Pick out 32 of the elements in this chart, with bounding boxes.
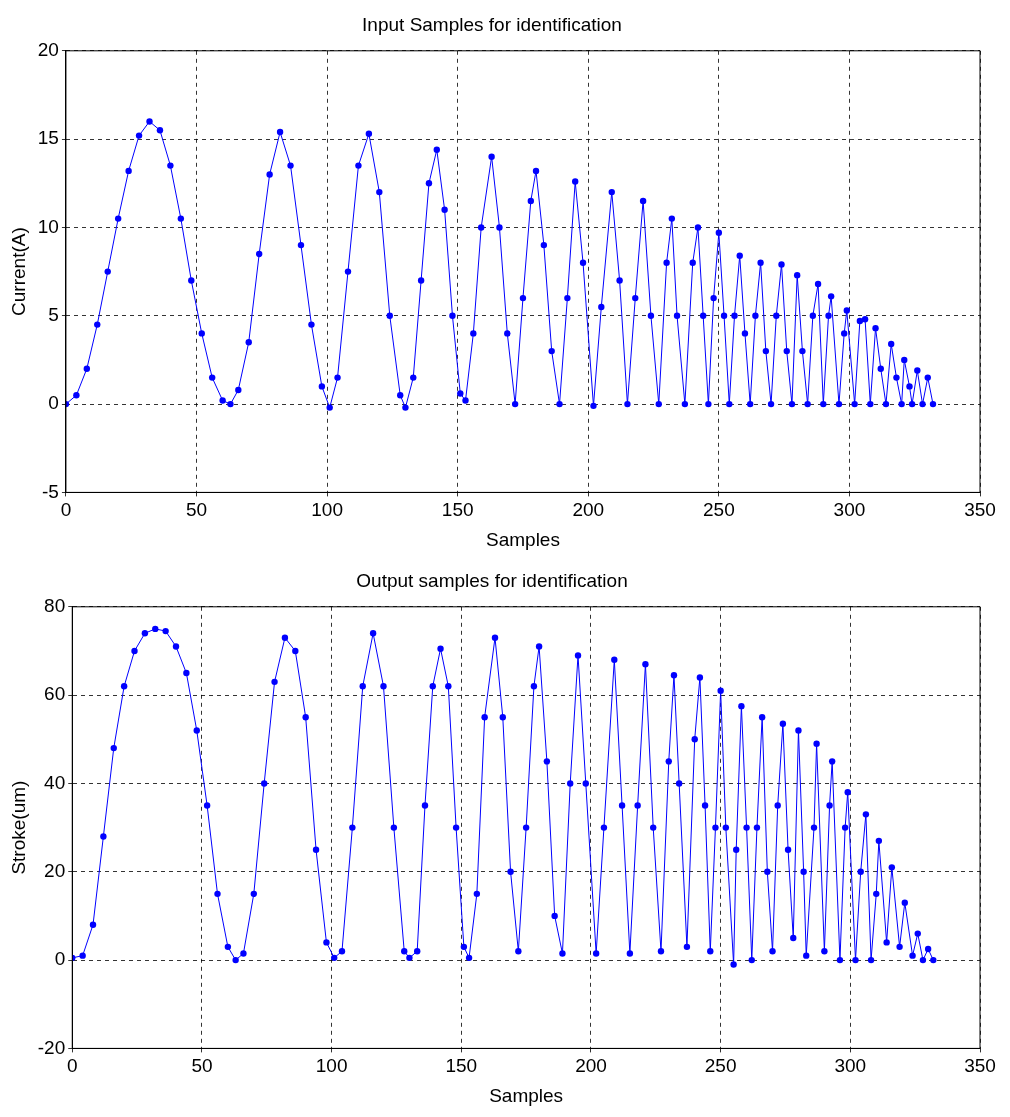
x-tick-label: 150 — [441, 499, 474, 521]
x-axis-title: Samples — [489, 1084, 564, 1106]
chart-title: Input Samples for identification — [362, 13, 622, 35]
x-tick-label: 250 — [704, 1055, 737, 1077]
x-tick-label: 300 — [833, 499, 866, 521]
x-tick-label: 250 — [702, 499, 735, 521]
y-tick-label: -5 — [42, 480, 59, 502]
y-axis-title: Current(A) — [7, 227, 29, 316]
y-tick-label: 20 — [44, 859, 66, 881]
y-axis-title: Stroke(um) — [7, 780, 29, 875]
y-tick-label: 80 — [44, 595, 66, 617]
x-tick-label: 200 — [575, 1055, 607, 1077]
x-tick-label: 300 — [834, 1055, 867, 1077]
x-tick-label: 350 — [964, 1055, 996, 1077]
x-tick-label: 350 — [964, 499, 996, 521]
x-tick-label: 100 — [315, 1055, 348, 1077]
x-tick-label: 100 — [311, 499, 343, 521]
x-tick-label: 200 — [572, 499, 605, 521]
y-tick-label: 60 — [44, 683, 66, 705]
chart-title: Output samples for identification — [356, 569, 628, 591]
y-tick-label: 10 — [37, 215, 59, 237]
y-tick-label: 5 — [48, 303, 59, 325]
y-tick-label: 0 — [54, 948, 66, 970]
x-tick-label: 150 — [445, 1055, 478, 1077]
y-tick-label: 0 — [48, 392, 59, 414]
x-tick-label: 50 — [185, 499, 208, 521]
y-tick-label: 20 — [37, 39, 59, 61]
y-tick-label: -20 — [37, 1036, 66, 1058]
x-tick-label: 50 — [191, 1055, 213, 1077]
y-tick-label: 40 — [44, 771, 66, 793]
x-axis-title: Samples — [486, 528, 560, 550]
y-tick-label: 15 — [37, 127, 59, 149]
